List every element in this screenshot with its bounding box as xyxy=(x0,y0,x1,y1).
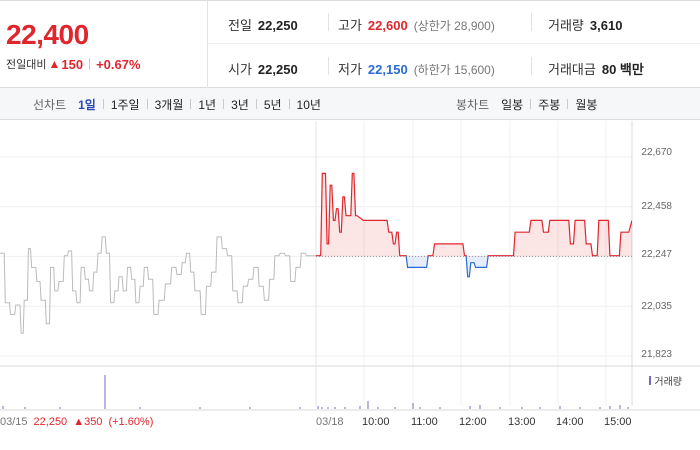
y-tick-label: 22,670 xyxy=(641,147,672,158)
stats-row-2: 시가 22,250 저가 22,150 (하한가 15,600) 거래대금 80 백만 xyxy=(208,45,700,88)
today-down-area xyxy=(316,256,632,277)
period-10y[interactable]: 10년 xyxy=(296,97,321,112)
stat-value: 22,250 xyxy=(257,62,298,77)
price-box: 22,400 전일대비 ▲ 150 +0.67% xyxy=(0,1,208,88)
today-up-area xyxy=(316,173,632,257)
change-amount: 150 xyxy=(61,56,84,72)
divider xyxy=(288,99,290,109)
x-tick-label: 11:00 xyxy=(411,416,438,428)
y-tick-label: 22,035 xyxy=(641,301,672,312)
volume-legend-label: 거래량 xyxy=(654,377,682,388)
stat-value: 80 백만 xyxy=(601,62,644,77)
period-1y[interactable]: 1년 xyxy=(198,97,217,112)
period-5y[interactable]: 5년 xyxy=(263,97,282,112)
volume-swatch xyxy=(649,376,652,385)
stat-label: 저가 xyxy=(338,62,362,77)
divider xyxy=(255,99,257,109)
candle-monthly[interactable]: 월봉 xyxy=(575,97,598,112)
prev-close: 22,250 xyxy=(33,416,68,428)
line-chart-periods: 선차트 1일 1주일 3개월 1년 3년 5년 10년 xyxy=(33,88,321,120)
stat-value: 22,250 xyxy=(257,18,298,33)
candle-chart-title: 봉차트 xyxy=(456,97,490,112)
prev-day-info: 03/15 22,250 ▲350 (+1.60%) xyxy=(0,416,159,428)
stat-low: 저가 22,150 (하한가 15,600) xyxy=(338,59,495,78)
divider xyxy=(102,99,104,109)
stat-label: 거래대금 xyxy=(548,62,596,77)
lower-limit: (하한가 15,600) xyxy=(413,63,495,77)
chart-toolbar: 선차트 1일 1주일 3개월 1년 3년 5년 10년 봉차트 일봉 주봉 월봉 xyxy=(0,88,700,120)
candle-chart-periods: 봉차트 일봉 주봉 월봉 xyxy=(456,88,597,120)
chart-canvas xyxy=(0,121,700,411)
stat-prev-close: 전일 22,250 xyxy=(228,15,298,34)
candle-weekly[interactable]: 주봉 xyxy=(538,97,561,112)
today-up-line xyxy=(316,172,632,257)
stat-label: 고가 xyxy=(338,18,362,33)
y-tick-label: 22,247 xyxy=(641,249,672,260)
x-tick-date: 03/18 xyxy=(316,416,344,428)
stats-row-1: 전일 22,250 고가 22,600 (상한가 28,900) 거래량 3,610 xyxy=(208,1,700,44)
x-tick-label: 13:00 xyxy=(508,416,536,428)
divider xyxy=(567,99,569,109)
stat-open: 시가 22,250 xyxy=(228,59,298,78)
prev-date: 03/15 xyxy=(0,416,28,428)
stat-label: 거래량 xyxy=(548,18,584,33)
divider xyxy=(328,57,329,75)
upper-limit: (상한가 28,900) xyxy=(413,19,495,33)
line-chart-title: 선차트 xyxy=(33,97,67,112)
stat-value: 22,600 xyxy=(367,18,408,33)
divider xyxy=(89,58,91,70)
up-arrow-icon: ▲ xyxy=(48,57,61,71)
x-tick-label: 15:00 xyxy=(604,416,632,428)
divider xyxy=(531,57,532,75)
change-rate: +0.67% xyxy=(96,56,141,72)
price-chart[interactable]: 22,670 22,458 22,247 22,035 21,823 거래량 0… xyxy=(0,121,700,450)
prev-day-line xyxy=(0,236,316,334)
period-3y[interactable]: 3년 xyxy=(231,97,249,112)
quote-stats: 전일 22,250 고가 22,600 (상한가 28,900) 거래량 3,610 시… xyxy=(208,1,700,88)
divider xyxy=(328,13,329,31)
change-label: 전일대비 xyxy=(6,59,47,71)
divider xyxy=(531,13,532,31)
stat-turnover: 거래대금 80 백만 xyxy=(548,59,644,78)
period-3m[interactable]: 3개월 xyxy=(154,97,184,112)
divider xyxy=(146,99,148,109)
volume-legend: 거래량 xyxy=(649,373,682,388)
prev-rate: (+1.60%) xyxy=(108,416,154,428)
current-price: 22,400 xyxy=(6,19,89,50)
stat-volume: 거래량 3,610 xyxy=(548,15,622,34)
divider xyxy=(190,99,192,109)
stat-value: 22,150 xyxy=(367,62,408,77)
x-tick-label: 12:00 xyxy=(459,416,487,428)
prev-change: ▲350 xyxy=(73,416,103,428)
period-1d[interactable]: 1일 xyxy=(78,97,96,112)
stat-value: 3,610 xyxy=(589,18,623,33)
stat-label: 시가 xyxy=(228,62,252,77)
x-tick-label: 10:00 xyxy=(362,416,390,428)
y-tick-label: 21,823 xyxy=(641,349,672,360)
stat-high: 고가 22,600 (상한가 28,900) xyxy=(338,15,495,34)
quote-panel: 22,400 전일대비 ▲ 150 +0.67% 전일 22,250 고가 22,6… xyxy=(0,0,700,88)
candle-daily[interactable]: 일봉 xyxy=(501,97,524,112)
change-row: 전일대비 ▲ 150 +0.67% xyxy=(6,56,141,72)
period-1w[interactable]: 1주일 xyxy=(110,97,140,112)
divider xyxy=(223,99,225,109)
y-tick-label: 22,458 xyxy=(641,201,672,212)
divider xyxy=(530,99,532,109)
x-tick-label: 14:00 xyxy=(556,416,584,428)
stat-label: 전일 xyxy=(228,18,252,33)
